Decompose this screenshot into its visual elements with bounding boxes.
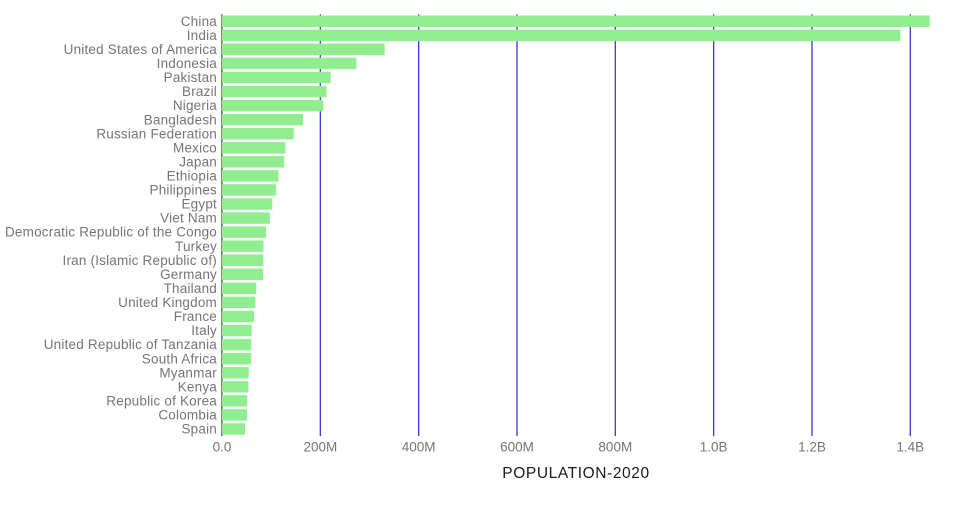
bar-brazil [222,85,327,98]
bar-south-africa [222,352,252,365]
bar-france [222,310,255,323]
y-axis-label-united-republic-of-tanzania: United Republic of Tanzania [44,337,218,352]
y-axis-label-democratic-republic-of-the-congo: Democratic Republic of the Congo [5,225,217,240]
bar-nigeria [222,99,324,112]
y-axis-label-bangladesh: Bangladesh [144,112,217,127]
y-axis-label-united-states-of-america: United States of America [64,42,218,57]
y-axis-label-egypt: Egypt [181,197,217,212]
bar-egypt [222,198,273,210]
x-tick-label-1-2b: 1.2B [798,440,826,455]
y-axis-label-republic-of-korea: Republic of Korea [106,393,217,408]
y-axis-label-colombia: Colombia [158,408,217,423]
x-tick-label-200m: 200M [303,440,337,455]
y-axis-label-russian-federation: Russian Federation [96,126,217,141]
bar-bangladesh [222,113,303,126]
bar-united-states-of-america [222,43,385,56]
y-axis-label-germany: Germany [160,267,217,282]
y-axis-label-pakistan: Pakistan [164,70,217,85]
x-tick-label-1-4b: 1.4B [896,440,924,455]
y-axis-label-indonesia: Indonesia [157,56,218,71]
bar-spain [222,423,246,435]
x-tick-label-1-0b: 1.0B [700,440,728,455]
x-tick-label-600m: 600M [500,440,534,455]
bar-iran-islamic-republic-of [222,254,264,266]
bar-italy [222,324,252,337]
bar-kenya [222,381,249,393]
y-axis-label-ethiopia: Ethiopia [167,168,218,183]
gridlines-layer [221,14,911,436]
y-axis-label-japan: Japan [179,154,217,169]
y-axis-label-france: France [174,309,217,324]
x-tick-label-800m: 800M [598,440,632,455]
y-axis-label-italy: Italy [191,323,217,338]
bar-colombia [222,409,248,421]
y-axis-label-nigeria: Nigeria [173,98,217,113]
x-tick-label-400m: 400M [402,440,436,455]
bar-russian-federation [222,127,294,140]
y-axis-label-india: India [187,28,218,43]
y-axis-label-mexico: Mexico [173,140,217,155]
bar-indonesia [222,57,357,70]
bar-pakistan [222,71,331,84]
x-tick-label-0-0: 0.0 [213,440,232,455]
x-axis-tick-labels-layer: 0.0 200M 400M 600M 800M 1.0B 1.2B 1.4B [213,440,925,455]
y-axis-label-brazil: Brazil [182,84,217,99]
bars-layer [222,15,930,435]
bar-germany [222,268,264,281]
y-axis-label-spain: Spain [181,422,217,437]
bar-turkey [222,240,264,252]
bar-united-republic-of-tanzania [222,338,252,351]
bar-mexico [222,142,286,154]
bar-thailand [222,282,257,295]
y-axis-label-thailand: Thailand [164,281,217,296]
y-axis-label-iran-islamic-republic-of: Iran (Islamic Republic of) [63,253,218,268]
bar-japan [222,156,285,168]
bar-viet-nam [222,212,270,224]
bar-ethiopia [222,170,279,182]
y-axis-label-united-kingdom: United Kingdom [118,295,217,310]
bar-philippines [222,184,276,196]
y-axis-label-south-africa: South Africa [142,351,217,366]
bar-india [222,29,901,42]
bar-myanmar [222,367,249,379]
bar-china [222,15,930,27]
y-axis-label-china: China [181,14,218,29]
bar-united-kingdom [222,296,256,309]
x-axis-title: POPULATION-2020 [502,465,649,482]
y-axis-label-philippines: Philippines [150,183,218,198]
bar-democratic-republic-of-the-congo [222,226,267,238]
y-axis-label-turkey: Turkey [175,239,217,254]
bar-republic-of-korea [222,395,248,407]
y-axis-label-viet-nam: Viet Nam [160,211,217,226]
y-axis-label-myanmar: Myanmar [159,365,217,380]
y-axis-label-kenya: Kenya [178,379,218,394]
